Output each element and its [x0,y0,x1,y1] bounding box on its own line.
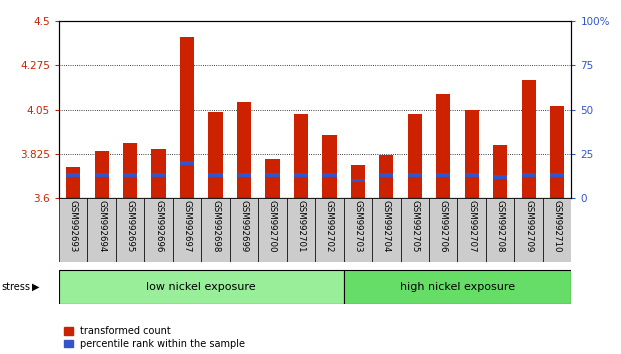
Bar [265,173,279,177]
Bar [59,270,343,304]
Text: high nickel exposure: high nickel exposure [400,282,515,292]
Bar [66,167,80,198]
Bar [258,198,287,262]
Bar [180,161,194,165]
Text: GSM992705: GSM992705 [410,200,419,253]
Bar [123,143,137,198]
Bar [522,80,536,198]
Bar [401,198,429,262]
Bar [436,173,450,177]
Text: low nickel exposure: low nickel exposure [147,282,256,292]
Bar [265,159,279,198]
Bar [550,106,564,198]
Text: GSM992699: GSM992699 [240,200,248,252]
Bar [152,149,166,198]
Bar [294,173,308,177]
Bar [458,198,486,262]
Bar [123,173,137,177]
Text: GSM992695: GSM992695 [125,200,135,252]
Text: GSM992709: GSM992709 [524,200,533,252]
Bar [88,198,116,262]
Bar [379,173,394,177]
Bar [237,102,251,198]
Text: GSM992708: GSM992708 [496,200,505,253]
Text: GSM992700: GSM992700 [268,200,277,253]
Bar [379,155,394,198]
Bar [407,173,422,177]
Bar [230,198,258,262]
Text: GSM992694: GSM992694 [97,200,106,252]
Bar [465,110,479,198]
Bar [237,173,251,177]
Bar [407,114,422,198]
Bar [351,179,365,182]
Text: GSM992704: GSM992704 [382,200,391,253]
Text: GSM992702: GSM992702 [325,200,334,253]
Text: GSM992710: GSM992710 [553,200,561,253]
Text: GSM992701: GSM992701 [296,200,306,253]
Bar [543,198,571,262]
Text: GSM992697: GSM992697 [183,200,191,252]
Bar [322,135,337,198]
Legend: transformed count, percentile rank within the sample: transformed count, percentile rank withi… [64,326,245,349]
Bar [209,112,223,198]
Text: stress: stress [1,282,30,292]
Bar [59,198,88,262]
Bar [436,94,450,198]
Bar [465,173,479,177]
Bar [180,37,194,198]
Bar [493,175,507,179]
Bar [351,165,365,198]
Bar [522,173,536,177]
Bar [315,198,343,262]
Bar [514,198,543,262]
Bar [116,198,144,262]
Bar [152,173,166,177]
Bar [201,198,230,262]
Bar [429,198,458,262]
Bar [493,145,507,198]
Bar [66,173,80,177]
Text: GSM992707: GSM992707 [467,200,476,253]
Bar [343,198,372,262]
Text: GSM992693: GSM992693 [69,200,78,252]
Bar [343,270,571,304]
Bar [322,173,337,177]
Bar [550,173,564,177]
Bar [287,198,315,262]
Bar [486,198,514,262]
Text: GSM992706: GSM992706 [439,200,448,253]
Text: ▶: ▶ [32,282,40,292]
Text: GSM992698: GSM992698 [211,200,220,252]
Bar [144,198,173,262]
Bar [94,151,109,198]
Bar [94,173,109,177]
Bar [372,198,401,262]
Text: GSM992696: GSM992696 [154,200,163,252]
Bar [294,114,308,198]
Bar [209,173,223,177]
Text: GSM992703: GSM992703 [353,200,362,253]
Bar [173,198,201,262]
